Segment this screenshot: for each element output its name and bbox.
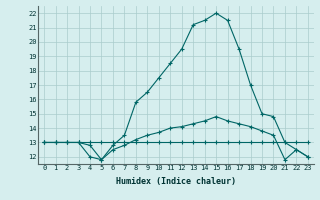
X-axis label: Humidex (Indice chaleur): Humidex (Indice chaleur) bbox=[116, 177, 236, 186]
